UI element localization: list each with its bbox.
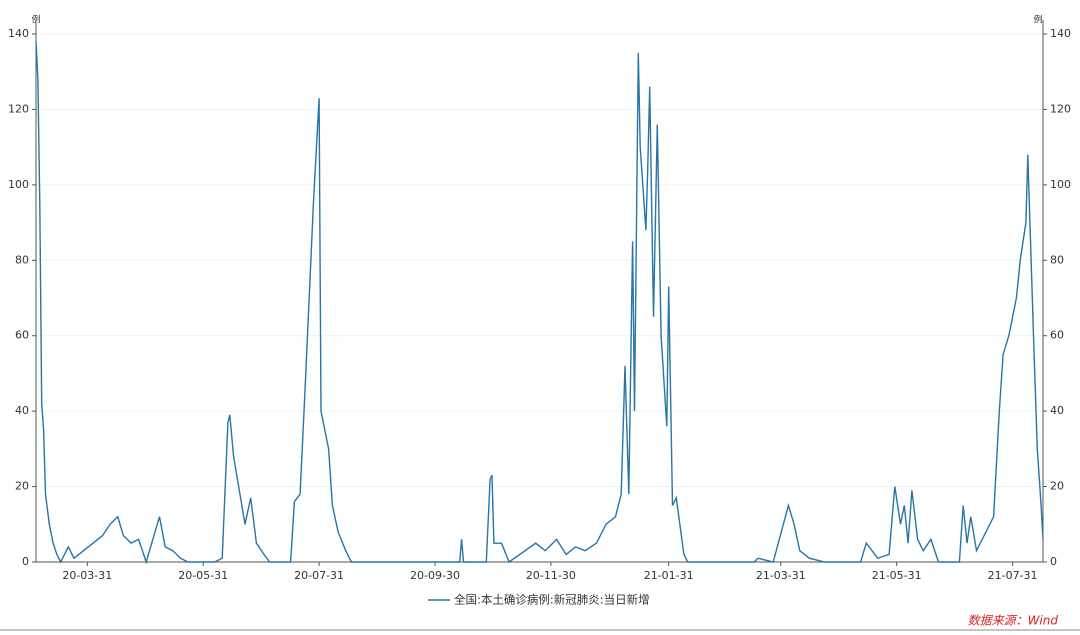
x-tick-label: 21-03-31 — [756, 569, 806, 582]
y-tick-label: 120 — [8, 102, 29, 115]
y2-tick-label: 120 — [1050, 102, 1071, 115]
x-tick-label: 20-05-31 — [178, 569, 228, 582]
y2-tick-label: 60 — [1050, 329, 1064, 342]
series-line — [35, 41, 1044, 565]
source-note: 数据来源：Wind — [968, 614, 1059, 628]
x-tick-label: 20-07-31 — [294, 569, 344, 582]
y-tick-label: 100 — [8, 178, 29, 191]
y2-tick-label: 20 — [1050, 480, 1064, 493]
y-tick-label: 60 — [15, 329, 29, 342]
x-tick-label: 20-11-30 — [526, 569, 576, 582]
y2-unit: 例 — [1033, 14, 1042, 26]
y-tick-label: 80 — [15, 253, 29, 266]
y-tick-label: 140 — [8, 27, 29, 40]
y2-tick-label: 0 — [1050, 555, 1057, 568]
x-tick-label: 21-05-31 — [872, 569, 922, 582]
y-tick-label: 0 — [22, 555, 29, 568]
x-tick-label: 20-03-31 — [62, 569, 112, 582]
y2-tick-label: 100 — [1050, 178, 1071, 191]
y2-tick-label: 40 — [1050, 404, 1064, 417]
y-tick-label: 20 — [15, 480, 29, 493]
y2-tick-label: 80 — [1050, 253, 1064, 266]
y-unit: 例 — [31, 14, 40, 26]
x-tick-label: 21-01-31 — [644, 569, 694, 582]
x-tick-label: 20-09-30 — [410, 569, 460, 582]
y2-tick-label: 140 — [1050, 27, 1071, 40]
legend-label: 全国:本土确诊病例:新冠肺炎:当日新增 — [454, 593, 650, 607]
y-tick-label: 40 — [15, 404, 29, 417]
x-tick-label: 21-07-31 — [988, 569, 1038, 582]
